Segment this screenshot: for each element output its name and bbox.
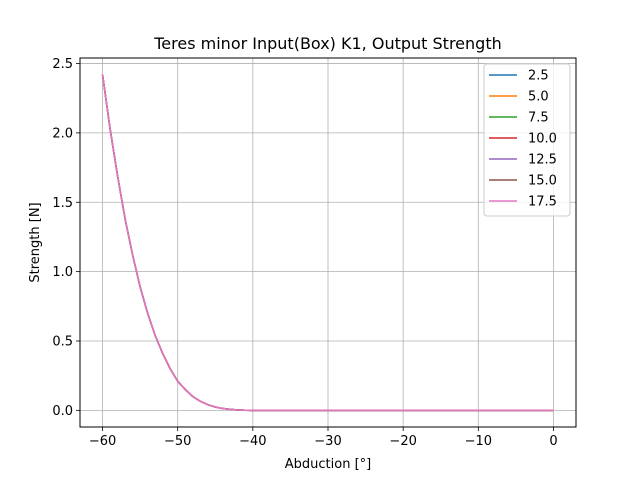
legend-label: 10.0 [528,132,557,147]
series-lines [101,74,554,412]
legend-label: 12.5 [528,153,557,168]
x-tick-label: −30 [314,434,341,449]
legend-box [483,63,571,217]
y-tick-label: 2.0 [52,126,73,141]
y-tick-label: 1.0 [52,265,73,280]
x-tick-label: −60 [89,434,116,449]
y-axis-ticks: 0.0 0.5 1.0 1.5 2.0 2.5 [52,57,80,419]
x-tick-label: −50 [164,434,191,449]
legend-label: 7.5 [528,111,549,126]
legend-label: 15.0 [528,174,557,189]
x-tick-label: −40 [239,434,266,449]
x-axis-label: Abduction [°] [285,457,371,472]
y-tick-label: 2.5 [52,57,73,72]
y-axis-label: Strength [N] [28,202,43,282]
legend-label: 17.5 [528,195,557,210]
legend-label: 2.5 [528,69,549,84]
x-axis-ticks: −60 −50 −40 −30 −20 −10 0 [89,427,558,449]
y-tick-label: 0.0 [52,404,73,419]
series-line-17.5 [101,74,554,412]
legend-label: 5.0 [528,90,549,105]
y-tick-label: 1.5 [52,196,73,211]
y-tick-label: 0.5 [52,334,73,349]
x-tick-label: 0 [549,434,557,449]
x-tick-label: −10 [465,434,492,449]
legend: 2.5 5.0 7.5 10.0 12.5 15.0 17.5 [483,63,571,217]
chart-title: Teres minor Input(Box) K1, Output Streng… [153,34,501,53]
x-tick-label: −20 [389,434,416,449]
